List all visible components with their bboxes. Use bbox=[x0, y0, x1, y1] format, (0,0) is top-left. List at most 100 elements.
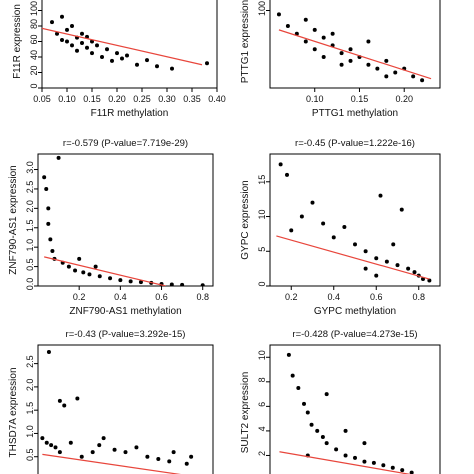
data-point bbox=[46, 221, 51, 226]
x-tick-label: 0.8 bbox=[412, 292, 425, 302]
data-point bbox=[381, 463, 386, 468]
data-point bbox=[110, 58, 114, 63]
data-point bbox=[324, 392, 329, 397]
data-point bbox=[309, 422, 314, 427]
data-point bbox=[93, 264, 98, 269]
regression-line bbox=[276, 235, 430, 280]
data-point bbox=[285, 24, 290, 28]
data-point bbox=[42, 175, 47, 180]
data-point bbox=[339, 62, 344, 67]
plot-title: r=-0.579 (P-value=7.719e-29) bbox=[63, 138, 188, 149]
y-tick-label: 60 bbox=[29, 34, 39, 44]
data-point bbox=[75, 396, 80, 401]
data-point bbox=[145, 58, 149, 63]
plot-frame-1 bbox=[41, 0, 218, 89]
data-point bbox=[80, 31, 84, 36]
data-point bbox=[348, 47, 353, 52]
data-point bbox=[169, 282, 174, 286]
data-point bbox=[348, 58, 353, 63]
data-point bbox=[108, 276, 113, 281]
y-tick-label: 2.0 bbox=[25, 200, 35, 213]
data-point bbox=[412, 270, 417, 275]
data-point bbox=[85, 45, 89, 50]
y-tick-label: 1.5 bbox=[25, 220, 35, 233]
data-point bbox=[60, 37, 64, 42]
data-point bbox=[363, 249, 368, 254]
data-point bbox=[50, 249, 55, 254]
data-point bbox=[100, 55, 104, 59]
y-tick-label: 2.5 bbox=[25, 181, 35, 194]
data-point bbox=[115, 51, 119, 56]
data-point bbox=[374, 273, 379, 278]
y-axis-label: GYPC expression bbox=[240, 180, 251, 259]
data-point bbox=[400, 468, 405, 473]
plot-frame-6 bbox=[269, 344, 441, 474]
data-point bbox=[189, 454, 194, 459]
y-tick-label: 100 bbox=[257, 1, 267, 16]
data-point bbox=[303, 17, 308, 22]
data-point bbox=[406, 266, 411, 271]
data-point bbox=[384, 58, 389, 63]
data-point bbox=[135, 62, 139, 67]
data-point bbox=[339, 51, 344, 56]
data-point bbox=[362, 459, 367, 464]
data-point bbox=[70, 24, 74, 28]
y-tick-label: 2.0 bbox=[25, 379, 35, 392]
y-tick-label: 2.5 bbox=[25, 355, 35, 368]
data-point bbox=[427, 278, 432, 283]
data-point bbox=[65, 39, 69, 44]
y-tick-label: 1.0 bbox=[25, 425, 35, 438]
data-point bbox=[77, 256, 82, 261]
x-tick-label: 0.15 bbox=[351, 94, 369, 104]
data-point bbox=[363, 266, 368, 271]
data-point bbox=[134, 445, 139, 450]
data-point bbox=[97, 274, 102, 279]
data-point bbox=[312, 47, 317, 52]
y-tick-label: 1.0 bbox=[25, 239, 35, 252]
y-tick-label: 120 bbox=[29, 0, 39, 1]
x-tick-label: 0.30 bbox=[158, 94, 176, 104]
data-point bbox=[120, 56, 124, 61]
data-point bbox=[57, 398, 62, 403]
data-point bbox=[334, 447, 339, 452]
y-tick-label: 8 bbox=[257, 377, 267, 382]
data-point bbox=[321, 55, 326, 59]
x-tick-label: 0.10 bbox=[58, 94, 76, 104]
x-tick-label: 0.4 bbox=[327, 292, 340, 302]
data-point bbox=[125, 53, 129, 58]
plot-frame-5 bbox=[37, 344, 214, 474]
data-point bbox=[65, 27, 69, 32]
data-point bbox=[366, 62, 371, 67]
data-point bbox=[342, 224, 347, 229]
y-tick-label: 0.5 bbox=[25, 448, 35, 461]
plot-frame-2 bbox=[269, 0, 441, 89]
data-point bbox=[53, 445, 58, 450]
y-axis-label: PTTG1 expression bbox=[240, 0, 251, 83]
x-tick-label: 0.15 bbox=[83, 94, 101, 104]
x-tick-label: 0.05 bbox=[33, 94, 51, 104]
data-point bbox=[296, 385, 301, 390]
data-point bbox=[411, 74, 416, 79]
y-tick-label: 10 bbox=[257, 350, 267, 360]
x-tick-label: 0.8 bbox=[196, 292, 209, 302]
y-tick-label: 0 bbox=[29, 83, 39, 88]
plot-title: r=-0.43 (P-value=3.292e-15) bbox=[66, 329, 186, 340]
data-point bbox=[289, 228, 294, 233]
y-tick-label: 40 bbox=[29, 50, 39, 60]
x-tick-label: 0.25 bbox=[133, 94, 151, 104]
data-point bbox=[299, 214, 304, 219]
data-point bbox=[155, 64, 159, 69]
y-tick-label: 0.0 bbox=[25, 278, 35, 291]
data-point bbox=[330, 31, 335, 36]
data-point bbox=[409, 470, 414, 474]
data-point bbox=[62, 403, 67, 408]
data-point bbox=[384, 74, 389, 79]
y-tick-label: 15 bbox=[257, 175, 267, 185]
data-point bbox=[81, 270, 86, 275]
data-point bbox=[57, 450, 62, 455]
x-tick-label: 0.6 bbox=[155, 292, 168, 302]
data-point bbox=[321, 35, 326, 40]
data-point bbox=[310, 200, 315, 205]
regression-line bbox=[278, 29, 432, 80]
